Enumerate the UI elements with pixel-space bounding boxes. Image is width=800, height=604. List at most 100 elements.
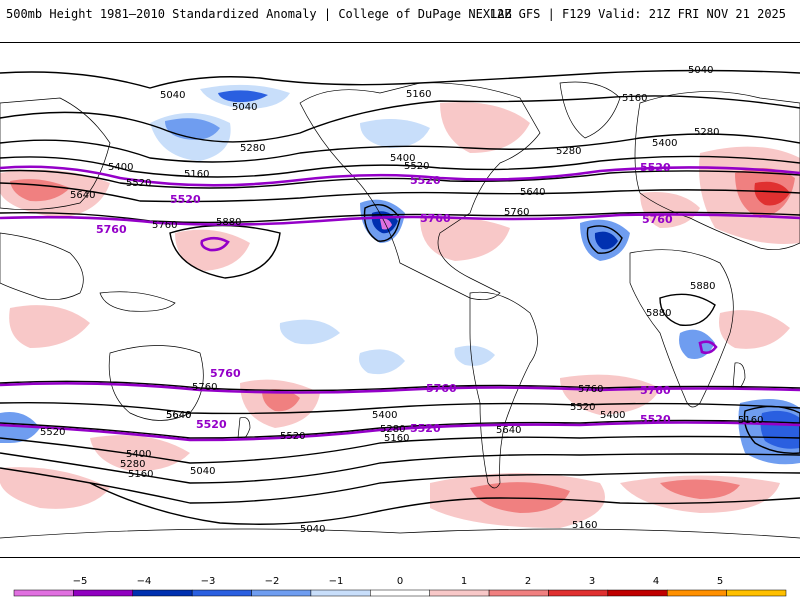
contour-label: 5400 bbox=[600, 410, 625, 421]
contour-label: 5640 bbox=[496, 425, 521, 436]
neg-anomaly-north-atlantic-core bbox=[594, 231, 618, 250]
colorbar-tick-label: −5 bbox=[73, 576, 88, 587]
colorbar-tick-label: 2 bbox=[525, 576, 531, 587]
contour-label: 5280 bbox=[120, 459, 145, 470]
purple-5760-north bbox=[0, 213, 800, 226]
contour-label: 5040 bbox=[190, 466, 215, 477]
neg-anomaly-us-west-max bbox=[380, 218, 392, 230]
colorbar-swatches bbox=[13, 589, 787, 597]
highlight-contour-label: 5520 bbox=[640, 413, 671, 426]
map-canvas: 5040 5040 5040 5160 5160 5160 5280 5280 … bbox=[0, 65, 800, 539]
contour-label: 5640 bbox=[166, 410, 191, 421]
contour-5880-africa bbox=[659, 293, 716, 327]
contour-label: 5400 bbox=[108, 162, 133, 173]
colorbar-tick-label: 3 bbox=[589, 576, 595, 587]
contour-label: 5160 bbox=[384, 433, 409, 444]
colorbar-tick-label: −3 bbox=[201, 576, 216, 587]
colorbar-swatch bbox=[370, 589, 430, 597]
coast-asia-east bbox=[0, 232, 84, 300]
coast-europe-west bbox=[0, 97, 111, 210]
highlight-contour-label: 5760 bbox=[420, 212, 451, 225]
coast-greenland bbox=[559, 81, 621, 139]
colorbar-tick-label: 5 bbox=[717, 576, 723, 587]
neg-anomaly-tropical-south-pacific bbox=[359, 349, 405, 375]
colorbar-tick-label: −2 bbox=[265, 576, 280, 587]
purple-5760-south bbox=[0, 382, 800, 394]
contour-5760-north bbox=[0, 211, 800, 224]
contour-label: 5160 bbox=[128, 469, 153, 480]
contour-label: 5640 bbox=[166, 410, 191, 421]
coast-europe bbox=[634, 91, 800, 250]
pos-anomaly-us-east bbox=[420, 216, 510, 261]
pos-anomaly-southern-east-core bbox=[660, 479, 740, 499]
contour-5760-south bbox=[0, 380, 800, 392]
contour-label: 5520 bbox=[280, 431, 305, 442]
colorbar-swatch bbox=[132, 589, 193, 597]
coast-indonesia bbox=[99, 291, 176, 312]
contour-label: 5760 bbox=[192, 382, 217, 393]
highlight-contour-label: 5520 bbox=[640, 161, 671, 174]
contour-5520-north bbox=[0, 169, 800, 189]
contour-labels: 5040 5040 5040 5160 5160 5160 5280 5280 … bbox=[40, 65, 763, 535]
coast-antarctica bbox=[0, 528, 800, 539]
neg-anomaly-canada bbox=[360, 119, 430, 148]
pos-anomaly-southern-ocean-west bbox=[0, 467, 110, 509]
neg-anomaly-africa-west bbox=[679, 329, 715, 359]
contour-low-atlantic bbox=[586, 225, 623, 254]
contour-label: 5280 bbox=[556, 146, 581, 157]
height-contours bbox=[0, 69, 800, 525]
neg-anomaly-south-america-east bbox=[454, 345, 495, 366]
colorbar-tick-label: 4 bbox=[653, 576, 659, 587]
contour-5280-north bbox=[0, 133, 800, 163]
contour-label: 5280 bbox=[380, 424, 405, 435]
contour-label: 5520 bbox=[404, 161, 429, 172]
pos-anomaly-siberia-max bbox=[754, 181, 790, 206]
header-bar: 500mb Height 1981–2010 Standardized Anom… bbox=[0, 0, 800, 30]
highlight-contour-label: 5520 bbox=[196, 418, 227, 431]
purple-5520-north bbox=[0, 165, 800, 187]
colorbar-swatch bbox=[429, 589, 490, 597]
contour-label: 5520 bbox=[126, 178, 151, 189]
contour-label: 5280 bbox=[240, 143, 265, 154]
coast-north-america bbox=[299, 82, 541, 300]
contour-label: 5160 bbox=[738, 415, 763, 426]
contour-label: 5400 bbox=[126, 449, 151, 460]
contour-5520-south bbox=[0, 419, 800, 439]
contour-label: 5640 bbox=[520, 187, 545, 198]
coast-south-america bbox=[469, 291, 538, 489]
contour-5280-south bbox=[0, 452, 800, 484]
colorbar-swatch bbox=[73, 589, 134, 597]
anomaly-map[interactable]: 5040 5040 5040 5160 5160 5160 5280 5280 … bbox=[0, 42, 800, 558]
colorbar: −5 −4 −3 −2 −1 0 1 2 3 4 5 bbox=[0, 570, 800, 600]
neg-anomaly-tropical-pacific bbox=[279, 319, 340, 345]
highlight-contour-label: 5760 bbox=[640, 384, 671, 397]
coast-madagascar bbox=[732, 362, 746, 390]
pos-anomaly-canada bbox=[440, 102, 530, 153]
purple-5880-ring bbox=[200, 236, 230, 252]
colorbar-swatch bbox=[666, 589, 727, 597]
contour-label: 5160 bbox=[184, 169, 209, 180]
colorbar-swatch bbox=[191, 589, 252, 597]
neg-anomaly-south-west bbox=[0, 412, 40, 443]
contour-label: 5040 bbox=[160, 90, 185, 101]
coast-africa bbox=[629, 249, 734, 408]
contour-label: 5160 bbox=[622, 93, 647, 104]
contour-label: 5880 bbox=[646, 308, 671, 319]
highlight-contour-label: 5760 bbox=[642, 213, 673, 226]
contour-label: 5880 bbox=[216, 217, 241, 228]
contour-low-south-indian bbox=[743, 405, 800, 454]
contour-5040-north bbox=[0, 69, 800, 89]
pos-anomaly-tropical-west bbox=[9, 305, 90, 348]
contour-5040-south bbox=[89, 482, 800, 525]
contour-label: 5520 bbox=[40, 427, 65, 438]
colorbar-swatch bbox=[548, 589, 609, 597]
highlight-contour-label: 5760 bbox=[426, 382, 457, 395]
pos-anomaly-southern-ocean-wide bbox=[90, 435, 190, 472]
contour-label: 5160 bbox=[572, 520, 597, 531]
purple-5520-south bbox=[0, 421, 800, 442]
contour-label: 5040 bbox=[300, 524, 325, 535]
colorbar-swatch bbox=[726, 589, 787, 597]
neg-anomaly-aleutian-core bbox=[218, 90, 268, 103]
colorbar-swatch bbox=[251, 589, 312, 597]
pos-anomaly-indian-ocean bbox=[719, 310, 790, 349]
